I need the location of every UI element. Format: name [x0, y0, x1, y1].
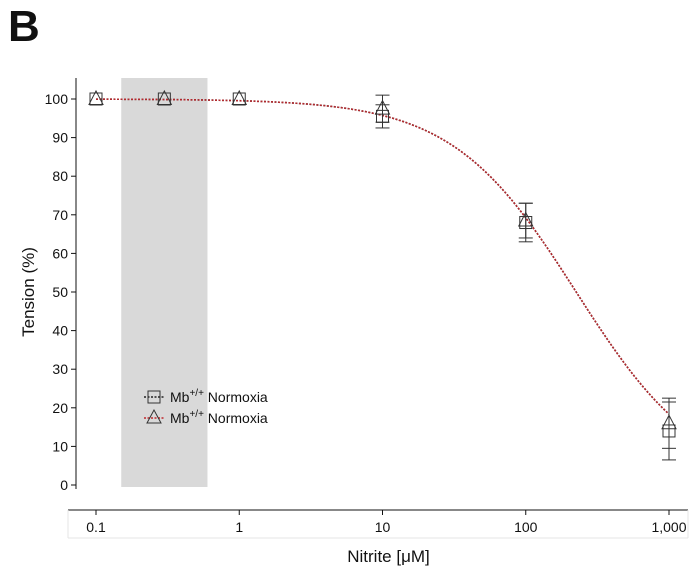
legend-label-rest: Normoxia [204, 389, 268, 405]
y-tick-label: 70 [52, 207, 68, 223]
data-point-triangle [661, 414, 677, 430]
y-tick-label: 60 [52, 245, 68, 261]
y-tick-label: 0 [60, 477, 68, 493]
data-point-square [232, 92, 246, 106]
data-point-triangle [374, 99, 391, 115]
legend-label-base: Mb [170, 389, 190, 405]
x-tick-label: 0.1 [86, 519, 106, 535]
data-point-triangle [156, 89, 173, 105]
y-tick-label: 80 [52, 168, 68, 184]
panel-label: B [8, 2, 40, 51]
legend-label: Mb+/+ Normoxia [170, 388, 268, 405]
y-tick-label: 100 [45, 91, 69, 107]
x-tick-label: 1 [235, 519, 243, 535]
data-point-triangle [88, 89, 104, 105]
y-tick-label: 10 [52, 438, 68, 454]
y-tick-label: 50 [52, 284, 68, 300]
data-point-square [89, 92, 103, 106]
x-tick-label: 10 [375, 519, 391, 535]
data-point-triangle [231, 89, 248, 105]
data-point-square [157, 92, 171, 106]
legend-marker-square [147, 390, 161, 404]
y-tick-label: 90 [52, 130, 68, 146]
legend-marker-triangle [146, 408, 162, 424]
y-tick-label: 40 [52, 323, 68, 339]
shaded-region [121, 78, 208, 487]
legend-label-rest: Normoxia [204, 410, 268, 426]
x-tick-label: 1,000 [651, 519, 686, 535]
legend-label-sup: +/+ [189, 409, 204, 420]
legend-label: Mb+/+ Normoxia [170, 409, 268, 426]
data-point-triangle [517, 211, 534, 227]
legend-label-sup: +/+ [189, 388, 204, 399]
y-tick-label: 30 [52, 361, 68, 377]
y-axis-title: Tension (%) [19, 247, 38, 337]
legend-label-base: Mb [170, 410, 190, 426]
x-axis-title: Nitrite [μM] [347, 547, 430, 566]
y-tick-label: 20 [52, 400, 68, 416]
x-tick-label: 100 [514, 519, 538, 535]
